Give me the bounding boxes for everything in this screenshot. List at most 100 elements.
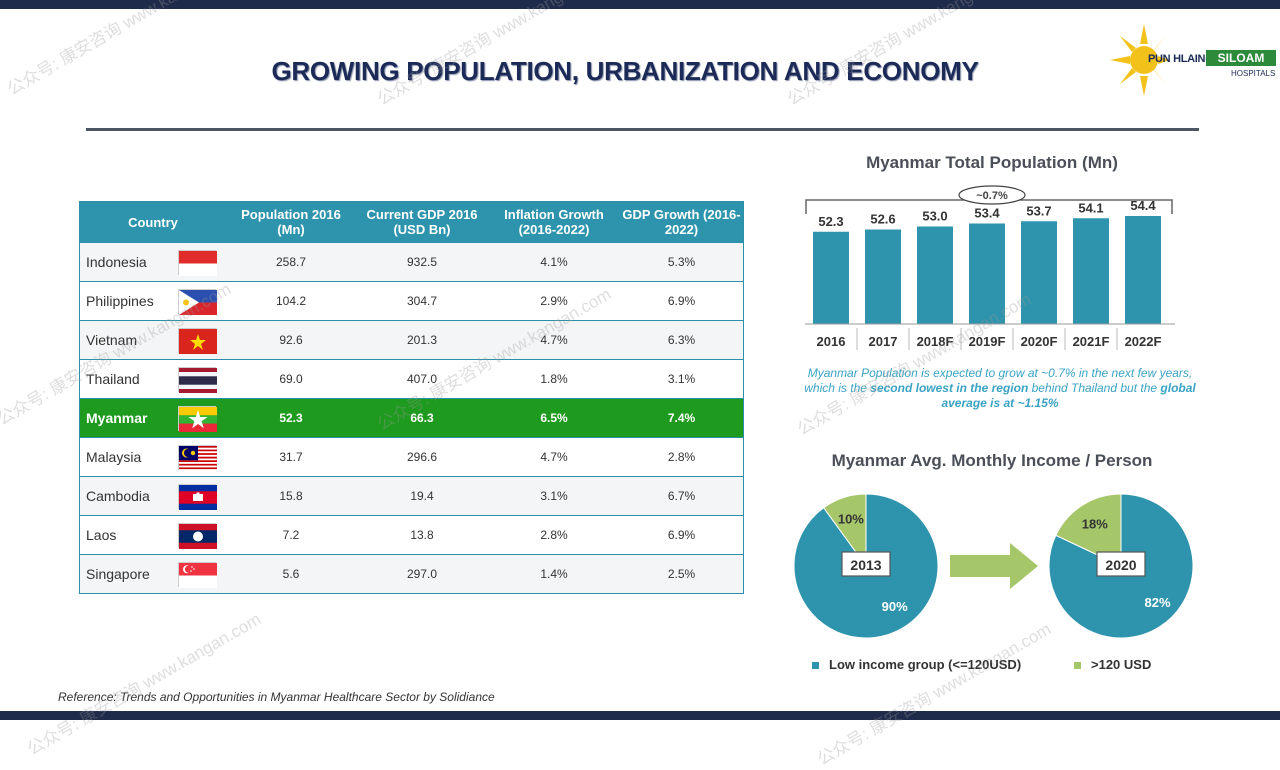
table-row: Indonesia 258.7 932.5 4.1% 5.3% xyxy=(79,242,744,282)
cell-gdp-growth: 7.4% xyxy=(620,398,744,438)
cell-gdp-growth: 3.1% xyxy=(620,359,744,399)
cell-country: Malaysia xyxy=(79,437,168,477)
cell-country: Singapore xyxy=(79,554,168,594)
cell-population: 7.2 xyxy=(226,515,356,555)
cell-population: 258.7 xyxy=(226,242,356,282)
watermark: 公众号: 康安咨询 www.kangan.com xyxy=(374,0,615,110)
myanmar-flag xyxy=(178,405,217,432)
watermark: 公众号: 康安咨询 www.kangan.com xyxy=(784,0,1025,110)
cell-flag xyxy=(168,476,226,516)
cell-gdp: 296.6 xyxy=(356,437,488,477)
top-bar xyxy=(0,0,1280,9)
header-country: Country xyxy=(79,201,226,243)
cell-population: 31.7 xyxy=(226,437,356,477)
legend-low-swatch xyxy=(812,662,819,670)
cell-gdp-growth: 2.8% xyxy=(620,437,744,477)
cell-country: Philippines xyxy=(79,281,168,321)
bar-value-label: 53.7 xyxy=(1026,203,1051,218)
pie-value-label: 18% xyxy=(1082,517,1108,532)
malaysia-flag xyxy=(178,444,217,471)
cell-flag xyxy=(168,515,226,555)
cell-country: Cambodia xyxy=(79,476,168,516)
pie-year-box xyxy=(1096,551,1146,577)
pie-value-label: 82% xyxy=(1145,595,1171,610)
cell-gdp-growth: 5.3% xyxy=(620,242,744,282)
pie-value-label: 10% xyxy=(838,511,864,526)
sun-icon xyxy=(1110,24,1170,96)
cell-population: 69.0 xyxy=(226,359,356,399)
cell-inflation: 4.7% xyxy=(488,437,620,477)
cell-country: Myanmar xyxy=(79,398,168,438)
cell-gdp-growth: 6.7% xyxy=(620,476,744,516)
thailand-flag xyxy=(178,366,217,393)
table-row: Thailand 69.0 407.0 1.8% 3.1% xyxy=(79,359,744,399)
cell-population: 104.2 xyxy=(226,281,356,321)
legend-high-income: >120 USD xyxy=(1074,657,1151,672)
header-population: Population 2016 (Mn) xyxy=(226,201,356,243)
bar-category-label: 2017 xyxy=(869,334,898,349)
growth-annotation: ~0.7% xyxy=(976,190,1008,202)
table-row: Myanmar 52.3 66.3 6.5% 7.4% xyxy=(79,398,744,438)
cell-flag xyxy=(168,320,226,360)
population-bar xyxy=(1073,218,1109,324)
cell-flag xyxy=(168,398,226,438)
reference-text: Reference: Trends and Opportunities in M… xyxy=(58,690,495,704)
pie-year-label: 2020 xyxy=(1105,557,1136,573)
legend-low-income: Low income group (<=120USD) xyxy=(812,657,1021,672)
bar-category-label: 2016 xyxy=(817,334,846,349)
header-gdp: Current GDP 2016 (USD Bn) xyxy=(356,201,488,243)
logo-name: PUN HLAING xyxy=(1148,53,1214,65)
bar-value-label: 54.1 xyxy=(1078,200,1103,215)
title-divider xyxy=(86,128,1199,131)
cell-country: Thailand xyxy=(79,359,168,399)
cell-flag xyxy=(168,281,226,321)
cell-gdp: 932.5 xyxy=(356,242,488,282)
cell-country: Laos xyxy=(79,515,168,555)
cell-inflation: 1.4% xyxy=(488,554,620,594)
population-bar xyxy=(865,229,901,324)
cell-gdp: 66.3 xyxy=(356,398,488,438)
table-row: Laos 7.2 13.8 2.8% 6.9% xyxy=(79,515,744,555)
bar-category-label: 2019F xyxy=(969,334,1006,349)
cell-gdp: 407.0 xyxy=(356,359,488,399)
cell-country: Vietnam xyxy=(79,320,168,360)
bar-category-label: 2022F xyxy=(1125,334,1162,349)
cell-inflation: 4.1% xyxy=(488,242,620,282)
bar-value-label: 52.3 xyxy=(818,214,843,229)
cell-population: 52.3 xyxy=(226,398,356,438)
cell-flag xyxy=(168,554,226,594)
cell-gdp: 297.0 xyxy=(356,554,488,594)
cell-gdp-growth: 6.9% xyxy=(620,281,744,321)
population-bar-chart: ~0.7% 52.3 2016 52.6 2017 53.0 2018F 53.4 2019F 5… xyxy=(805,185,1175,350)
cell-inflation: 6.5% xyxy=(488,398,620,438)
pie-slice-high-income xyxy=(822,493,867,568)
pie-year-box xyxy=(841,551,891,577)
indonesia-flag xyxy=(178,249,217,276)
population-bar xyxy=(1021,221,1057,324)
header-inflation: Inflation Growth (2016-2022) xyxy=(488,201,620,243)
bar-value-label: 53.0 xyxy=(922,209,947,224)
laos-flag xyxy=(178,522,217,549)
logo-sub: HOSPITALS xyxy=(1231,69,1276,78)
bottom-bar xyxy=(0,711,1280,720)
cell-gdp: 19.4 xyxy=(356,476,488,516)
bar-value-label: 54.4 xyxy=(1130,198,1156,213)
table-row: Philippines 104.2 304.7 2.9% 6.9% xyxy=(79,281,744,321)
cambodia-flag xyxy=(178,483,217,510)
arrow-right-icon xyxy=(950,543,1038,589)
table-row: Singapore 5.6 297.0 1.4% 2.5% xyxy=(79,554,744,594)
cell-population: 5.6 xyxy=(226,554,356,594)
growth-annotation-bubble xyxy=(958,185,1026,205)
bar-category-label: 2020F xyxy=(1021,334,1058,349)
table-row: Vietnam 92.6 201.3 4.7% 6.3% xyxy=(79,320,744,360)
pie-slice-high-income xyxy=(1055,493,1122,567)
bar-value-label: 53.4 xyxy=(974,206,1000,221)
income-chart-title: Myanmar Avg. Monthly Income / Person xyxy=(831,451,1153,470)
population-bar xyxy=(969,223,1005,324)
cell-gdp: 304.7 xyxy=(356,281,488,321)
bar-category-label: 2021F xyxy=(1073,334,1110,349)
cell-inflation: 3.1% xyxy=(488,476,620,516)
table-row: Malaysia 31.7 296.6 4.7% 2.8% xyxy=(79,437,744,477)
pie-value-label: 90% xyxy=(882,599,908,614)
vietnam-flag xyxy=(178,327,217,354)
